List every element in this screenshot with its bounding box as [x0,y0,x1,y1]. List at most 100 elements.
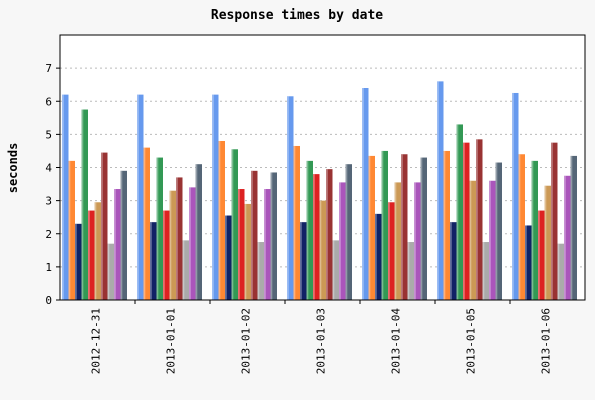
bar-highlight [551,142,553,300]
bar-highlight [62,94,64,300]
bar-highlight [368,155,371,300]
bar [512,92,519,300]
bar [551,142,558,300]
bar [169,190,176,300]
x-tick-label: 2013-01-02 [240,308,253,374]
bar-highlight [489,180,491,300]
bar-highlight [557,243,560,300]
bar [244,203,251,300]
bar-highlight [88,210,90,300]
bar [176,177,183,300]
bar-highlight [450,222,452,300]
bar [450,222,457,300]
plot-area: 0 1 2 3 4 5 6 7 2012-12-31 2013-01-01 2013-01-02 20… [45,34,586,375]
bar-highlight [270,172,273,300]
bar [313,174,320,300]
bar [375,213,382,300]
bar-highlight [257,242,260,300]
bar-highlight [218,141,221,300]
plot-border [59,34,586,301]
bar [231,149,238,300]
bar [137,94,144,300]
bar-highlight [362,88,364,300]
bar [463,142,470,300]
bar-highlight [570,155,573,300]
bar-highlight [114,189,116,300]
bar [414,182,421,300]
bar [238,189,245,300]
bar-highlight [120,170,123,300]
bar [101,152,108,300]
bar-highlight [414,182,416,300]
x-tick-label: 2013-01-03 [315,308,328,374]
bar [182,240,189,300]
y-tick-label: 1 [45,261,52,274]
bar-highlight [189,187,191,300]
bar [195,164,202,300]
bar [143,147,150,300]
y-tick-label: 2 [45,228,52,241]
bar [525,225,532,300]
bar-highlight [176,177,178,300]
bar [94,202,101,300]
bar [443,150,450,300]
x-tick-label: 2013-01-05 [465,308,478,374]
bar [163,210,170,300]
x-tick-label: 2013-01-06 [540,308,553,374]
bar [394,182,401,300]
bar [75,223,82,300]
bar [68,160,75,300]
bar-highlight [195,164,198,300]
bar [189,187,196,300]
y-tick-label: 3 [45,195,52,208]
bar-highlight [251,170,253,300]
bar [401,154,408,300]
y-tick-label: 0 [45,294,52,307]
bar [368,155,375,300]
bar [437,81,444,300]
bar [264,189,271,300]
bar-highlight [512,92,514,300]
bar-highlight [137,94,139,300]
bar-highlight [401,154,403,300]
bar [212,94,219,300]
bar-highlight [538,210,540,300]
bar [538,210,545,300]
bar-highlight [381,150,384,300]
bar [518,154,525,300]
bar-highlight [420,157,423,300]
bar [495,162,502,300]
bar-highlight [388,202,390,300]
bar [332,240,339,300]
bar-highlight [300,222,302,300]
bar-highlight [75,223,77,300]
bar [476,139,483,300]
bar-highlight [495,162,498,300]
y-tick-label: 5 [45,128,52,141]
bar-highlight [482,242,485,300]
bar [293,145,300,300]
bar-highlight [156,157,159,300]
bar [114,189,121,300]
bar-highlight [456,124,459,300]
bar-highlight [225,215,227,300]
bar [544,185,551,300]
bar-highlight [443,150,446,300]
bar [339,182,346,300]
bar-highlight [169,190,172,300]
bar-highlight [476,139,478,300]
bar [257,242,264,300]
bar-highlight [182,240,185,300]
x-tick-label: 2013-01-04 [390,308,403,375]
bar [531,160,538,300]
bar [120,170,127,300]
bar-highlight [150,222,152,300]
bar [287,96,294,300]
y-tick-label: 4 [45,162,52,175]
bar-highlight [564,175,566,300]
bar [420,157,427,300]
bar-highlight [345,164,348,300]
bar-highlight [544,185,547,300]
bar-highlight [339,182,341,300]
